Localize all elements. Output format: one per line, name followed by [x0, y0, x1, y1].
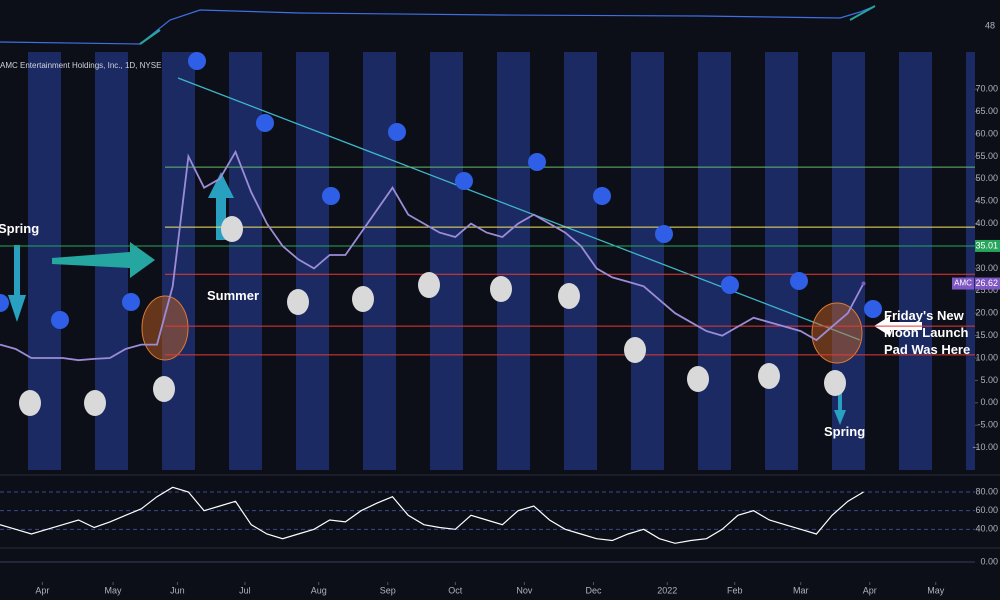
full-moon-dot	[687, 366, 709, 392]
price-tag	[975, 277, 1000, 290]
rsi-tick-label: 80.00	[975, 486, 998, 496]
new-moon-dot	[528, 153, 546, 171]
y-tick-label: -10.00	[972, 442, 998, 452]
level-tag	[975, 239, 1000, 252]
full-moon-dot	[624, 337, 646, 363]
y-tick-label: 55.00	[975, 151, 998, 161]
arrow	[208, 172, 234, 240]
full-moon-dot	[824, 370, 846, 396]
macd-tick-label: 0.00	[980, 556, 998, 566]
full-moon-dot	[153, 376, 175, 402]
arrow	[8, 245, 26, 322]
full-moon-dot	[490, 276, 512, 302]
highlight-circle	[141, 295, 189, 361]
new-moon-dot	[388, 123, 406, 141]
full-moon-dot	[352, 286, 374, 312]
new-moon-dot	[122, 293, 140, 311]
level-tag-label: 35.01	[975, 240, 998, 250]
new-moon-dot	[188, 52, 206, 70]
new-moon-dot	[593, 187, 611, 205]
y-tick-label: 70.00	[975, 84, 998, 94]
price-marker	[861, 281, 866, 286]
y-tick-label: 60.00	[975, 128, 998, 138]
highlight-circle	[811, 302, 863, 364]
top-label: 48	[985, 20, 995, 30]
full-moon-dot	[758, 363, 780, 389]
trendline	[177, 77, 861, 341]
arrow	[52, 242, 155, 278]
new-moon-dot	[790, 272, 808, 290]
new-moon-dot	[864, 300, 882, 318]
x-tick-label: May	[105, 585, 123, 595]
new-moon-dot	[0, 294, 9, 312]
y-tick-label: 45.00	[975, 196, 998, 206]
full-moon-dot	[418, 272, 440, 298]
rsi-line	[0, 486, 864, 544]
y-tick-label: 65.00	[975, 106, 998, 116]
annotation: Spring	[824, 424, 866, 439]
x-tick-label: Jun	[170, 585, 185, 595]
y-tick-label: 5.00	[980, 375, 998, 385]
y-tick-label: 15.00	[975, 330, 998, 340]
new-moon-dot	[455, 172, 473, 190]
x-tick-label: Jul	[239, 585, 251, 595]
x-tick-label: Nov	[516, 585, 533, 595]
y-tick-label: 30.00	[975, 263, 998, 273]
arrow	[834, 372, 846, 425]
top-indicator-accent	[849, 5, 876, 21]
full-moon-dot	[287, 289, 309, 315]
y-tick-label: 0.00	[980, 397, 998, 407]
new-moon-dot	[51, 311, 69, 329]
chart-title: AMC Entertainment Holdings, Inc., 1D, NY…	[0, 61, 161, 70]
x-tick-label: Mar	[793, 585, 809, 595]
x-tick-label: 2022	[657, 585, 677, 595]
x-tick-label: Apr	[35, 585, 49, 595]
annotation: Summer	[207, 288, 260, 303]
full-moon-dot	[558, 283, 580, 309]
full-moon-dot	[84, 390, 106, 416]
full-moon-dot	[19, 390, 41, 416]
new-moon-dot	[322, 187, 340, 205]
x-tick-label: Feb	[727, 585, 743, 595]
price-line	[0, 149, 865, 362]
price-tag-name: AMC	[954, 279, 972, 288]
top-indicator	[0, 5, 876, 45]
x-tick-label: Aug	[311, 585, 327, 595]
new-moon-dot	[256, 114, 274, 132]
x-tick-label: Sep	[380, 585, 396, 595]
price-tag-label: 26.62	[975, 278, 998, 288]
annotation: Friday's New Moon Launch Pad Was Here	[884, 308, 971, 357]
y-tick-label: 50.00	[975, 173, 998, 183]
x-tick-label: Dec	[585, 585, 602, 595]
price-tag-name-bg	[952, 277, 974, 290]
new-moon-dot	[655, 225, 673, 243]
top-indicator-accent	[139, 29, 161, 45]
rsi-tick-label: 60.00	[975, 505, 998, 515]
y-tick-label: 25.00	[975, 285, 998, 295]
annotation: Spring	[0, 221, 40, 236]
x-tick-label: Oct	[448, 585, 463, 595]
rsi-tick-label: 40.00	[975, 524, 998, 534]
new-moon-dot	[721, 276, 739, 294]
y-tick-label: -5.00	[977, 420, 998, 430]
x-tick-label: Apr	[863, 585, 877, 595]
y-tick-label: 10.00	[975, 352, 998, 362]
x-tick-label: May	[927, 585, 945, 595]
full-moon-dot	[221, 216, 243, 242]
y-tick-label: 40.00	[975, 218, 998, 228]
y-tick-label: 20.00	[975, 308, 998, 318]
